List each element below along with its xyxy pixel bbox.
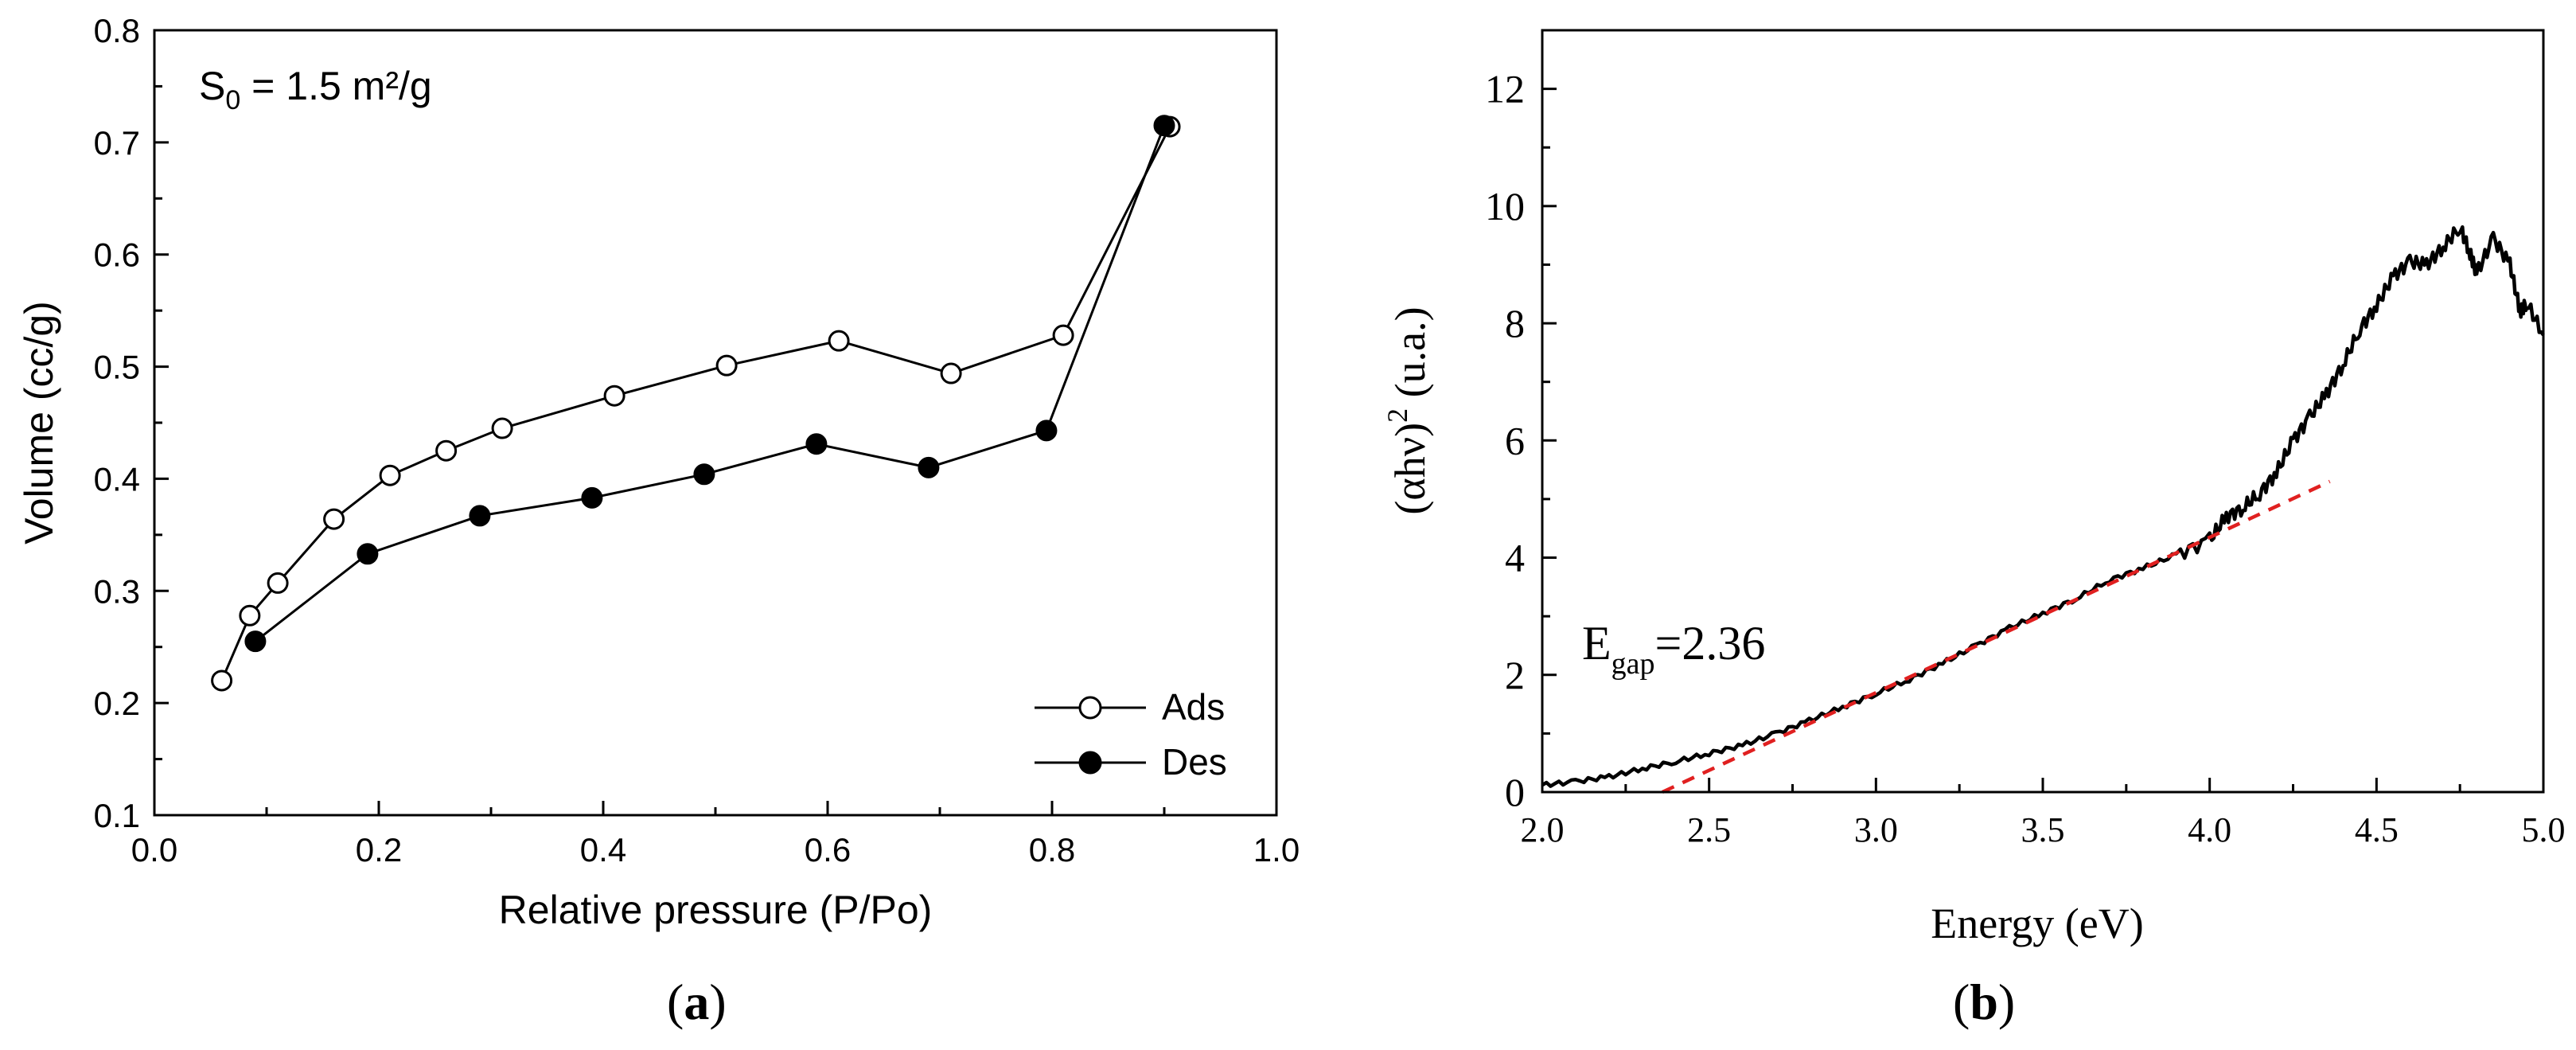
chart-a-series [211, 115, 1181, 692]
legend-ads-marker [1078, 696, 1102, 720]
chart-a-xtick-label: 0.0 [131, 831, 177, 868]
chart-b-xtick-label: 2.0 [1521, 810, 1565, 849]
chart-a-point-des [1035, 420, 1058, 442]
chart-a-xtick-label: 0.8 [1029, 831, 1075, 868]
chart-a-point-ads [379, 464, 401, 486]
chart-a-point-des [1153, 115, 1175, 137]
chart-b-xtick-label: 4.0 [2188, 810, 2231, 849]
chart-a-ytick-label: 0.1 [94, 797, 140, 834]
chart-a-point-ads [1052, 324, 1074, 346]
chart-a-ytick-label: 0.6 [94, 236, 140, 274]
chart-a-point-des [805, 433, 828, 455]
chart-a-point-des [357, 543, 379, 565]
chart-a-ytick-label: 0.5 [94, 349, 140, 386]
chart-a-annotation: S0 = 1.5 m²/g [199, 64, 432, 115]
chart-a-point-ads [491, 417, 513, 439]
chart-a-xtick-label: 0.2 [356, 831, 402, 868]
chart-a-ytick-label: 0.3 [94, 572, 140, 610]
chart-a-xtick-label: 1.0 [1253, 831, 1300, 868]
chart-b-plot-frame [1541, 29, 2545, 794]
chart-b-ytick-label: 4 [1505, 536, 1525, 580]
chart-a-xtick-label: 0.6 [805, 831, 851, 868]
tauc-plot-chart: 2.0 2.5 3.0 3.5 4.0 4.5 5.0 0 2 4 6 8 10 12 Egap=2.36… [1382, 29, 2566, 1030]
chart-b-xtick-label: 3.5 [2021, 810, 2065, 849]
chart-b-ytick-label: 10 [1485, 184, 1525, 228]
chart-a-point-ads [239, 604, 261, 626]
legend-ads-label: Ads [1162, 686, 1225, 728]
chart-a-xlabel: Relative pressure (P/Po) [499, 888, 933, 932]
chart-b-xtick-label: 5.0 [2522, 810, 2566, 849]
chart-b-ylabel: (αhν)2 (u.a.) [1382, 306, 1434, 514]
chart-a-point-ads [715, 354, 738, 377]
chart-a-ticks: 0.0 0.2 0.4 0.6 0.8 1.0 0.1 0.2 0.3 0.4 0.5 0.6 0.7 0… [94, 12, 1300, 868]
chart-b-xtick-label: 4.5 [2355, 810, 2399, 849]
chart-a-point-des [918, 456, 940, 478]
chart-b-xlabel: Energy (eV) [1931, 900, 2143, 947]
legend-des-marker [1078, 751, 1102, 775]
chart-a-point-ads [323, 508, 345, 530]
chart-b-panel-label: (b) [1953, 974, 2015, 1030]
chart-b-absorption-curve [1541, 224, 2545, 788]
chart-b-ticks: 2.0 2.5 3.0 3.5 4.0 4.5 5.0 0 2 4 6 8 10 12 [1485, 29, 2566, 849]
chart-a-ytick-label: 0.4 [94, 460, 140, 498]
chart-b-ytick-label: 6 [1505, 418, 1525, 463]
chart-a-ylabel: Volume (cc/g) [17, 301, 61, 545]
chart-a-point-ads [828, 330, 850, 352]
chart-a-plot-frame [153, 29, 1278, 817]
chart-a-point-ads [603, 384, 625, 407]
chart-a-ytick-label: 0.7 [94, 124, 140, 162]
chart-b-xtick-label: 3.0 [1854, 810, 1898, 849]
chart-a-ytick-label: 0.8 [94, 12, 140, 49]
chart-b-ytick-label: 0 [1505, 770, 1525, 814]
chart-b-series [1541, 224, 2545, 794]
chart-a-point-ads [435, 439, 458, 462]
chart-b-ytick-label: 8 [1505, 301, 1525, 345]
chart-a-series-des-line [254, 125, 1166, 642]
chart-b-annotation: Egap=2.36 [1582, 617, 1765, 681]
chart-a-point-des [244, 630, 267, 653]
chart-a-point-des [469, 505, 491, 527]
chart-b-linear-fit [1662, 479, 2331, 794]
chart-b-xtick-label: 2.5 [1687, 810, 1731, 849]
chart-a-legend: Ads Des [1035, 686, 1227, 783]
chart-a-point-ads [940, 362, 962, 384]
legend-des-label: Des [1162, 741, 1227, 783]
chart-a-ytick-label: 0.2 [94, 685, 140, 722]
chart-a-point-des [581, 486, 603, 509]
chart-a-point-ads [211, 669, 233, 692]
chart-a-point-des [693, 463, 715, 486]
chart-a-panel-label: (a) [667, 974, 727, 1030]
chart-a-point-ads [267, 572, 289, 594]
adsorption-isotherm-chart: 0.0 0.2 0.4 0.6 0.8 1.0 0.1 0.2 0.3 0.4 0.5 0.6 0.7 0… [17, 12, 1300, 1030]
chart-a-xtick-label: 0.4 [580, 831, 626, 868]
chart-a-series-ads-line [220, 126, 1171, 681]
chart-b-ytick-label: 12 [1485, 67, 1525, 111]
chart-b-ytick-label: 2 [1505, 653, 1525, 697]
